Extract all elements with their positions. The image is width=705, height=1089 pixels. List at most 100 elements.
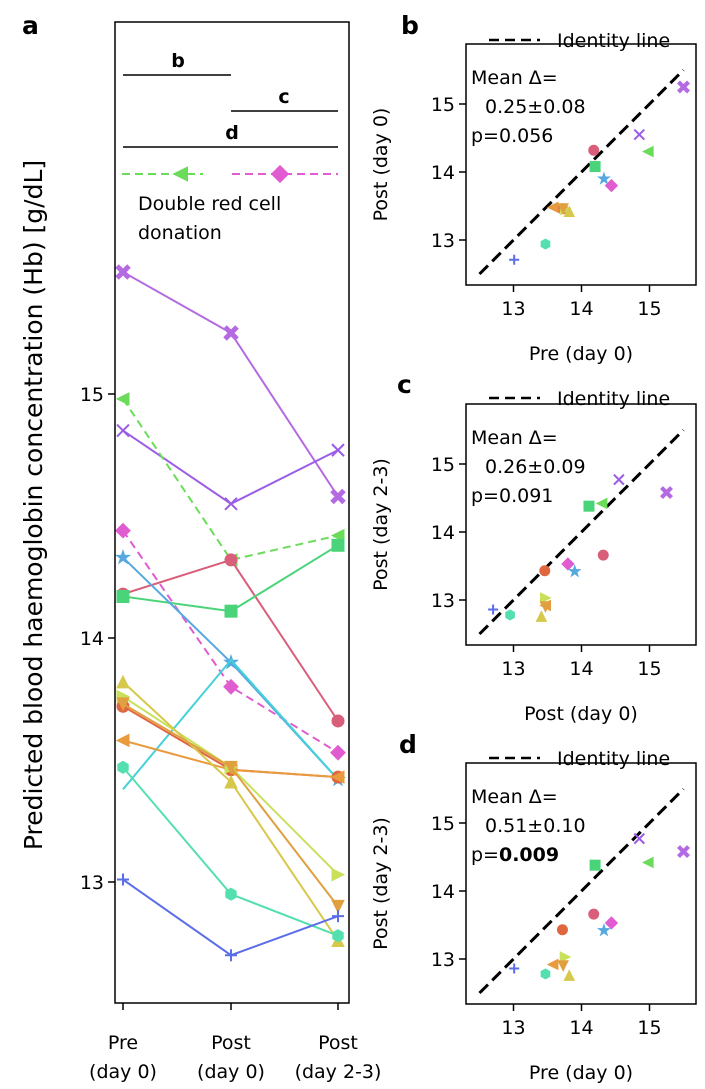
data-point [115,522,131,539]
data-point [589,161,601,173]
data-point [330,528,345,543]
data-point [540,238,551,250]
data-point [224,604,238,618]
y-tick-label: 15 [431,813,455,835]
data-point [488,604,499,615]
data-point [561,557,575,571]
data-point [596,171,611,185]
data-point [546,201,559,214]
data-point [224,774,238,789]
x-tick-label: 14 [569,298,593,320]
y-axis-label: Predicted blood haemoglobin concentratio… [19,160,48,850]
y-tick-label: 14 [80,628,104,650]
identity-line [478,68,685,276]
data-point [115,392,130,406]
y-tick-label: 14 [431,522,455,544]
data-point [633,128,646,141]
data-point [595,497,608,510]
x-tick-label: (day 0) [89,1061,157,1083]
x-tick-label: Post [318,1032,358,1054]
panel-label-c: c [397,370,412,399]
data-point [567,564,582,578]
data-point [557,203,569,215]
x-axis-label: Post (day 0) [524,703,638,725]
data-point [222,653,240,670]
x-tick-label: 15 [637,298,661,320]
data-point [589,859,601,871]
x-tick-label: 13 [501,1017,525,1039]
x-tick-label: (day 2-3) [295,1061,382,1083]
data-point [330,770,345,784]
data-point [540,968,551,980]
data-point [596,923,611,937]
panel-b: b Identity line 13 13 14 14 15 15 Pre (day 0) Pos… [370,11,697,365]
legend-label: donation [138,222,222,244]
y-tick-label: 13 [431,949,455,971]
legend-label: Identity line [557,388,670,410]
data-point [597,549,609,561]
x-tick-label: 13 [501,658,525,680]
data-point [677,80,690,94]
stats-p-value: p=0.056 [471,125,553,147]
data-point [660,486,673,500]
stats-mean-value: 0.26±0.09 [485,456,586,478]
data-point [509,254,520,265]
data-point [224,553,238,567]
data-point [115,733,130,748]
y-tick-label: 14 [431,162,455,184]
data-point [224,760,238,775]
data-point [509,963,520,974]
data-point [223,678,239,695]
legend-label: Double red cell [138,193,281,215]
data-point [677,845,690,859]
panel-label-a: a [22,11,39,40]
data-point [330,744,346,761]
data-point [642,856,654,869]
data-point [225,949,237,962]
legend-marker [172,166,188,182]
data-point [563,205,576,217]
data-point [116,697,130,711]
data-point [116,674,130,689]
series-line [122,558,339,722]
panel-a: a 13 14 15 Pre (day 0) Post (day 0) Post (day 2-3… [19,11,381,1083]
x-tick-label: 14 [569,658,593,680]
data-point [604,916,619,930]
x-axis-label: Pre (day 0) [529,1062,633,1084]
data-point [557,960,569,972]
x-tick-label: Pre [108,1032,138,1054]
x-tick-label: 13 [501,298,525,320]
series-line [122,271,339,498]
axes-frame [114,21,350,1004]
legend-marker [270,164,290,184]
data-point [546,958,559,971]
stats-p-value: p=0.091 [471,485,553,507]
series-line [122,398,339,562]
series-line [122,556,339,781]
stats-mean-label: Mean Δ= [471,67,558,89]
data-point [559,951,572,963]
data-point [633,832,646,845]
data-point [115,264,131,280]
y-tick-label: 13 [431,590,455,612]
y-tick-label: 13 [80,872,104,894]
legend-label: Identity line [557,30,670,52]
data-point [331,867,346,882]
y-tick-label: 15 [431,454,455,476]
data-point [331,714,345,728]
panel-c: c Identity line 13 13 14 14 15 15 Post (day 0) Po… [370,370,697,725]
data-point [642,145,654,158]
data-point [539,592,552,604]
data-point [116,423,130,438]
x-axis-label: Pre (day 0) [529,343,633,365]
series-line [122,429,339,505]
y-axis-label: Post (day 2-3) [370,817,392,950]
data-point [613,473,625,486]
data-point [331,899,345,914]
data-point [116,590,130,604]
x-tick-label: 14 [569,1017,593,1039]
data-point [535,610,548,622]
stats-mean-value: 0.25±0.08 [485,96,586,118]
data-point [583,500,595,512]
x-tick-label: Post [211,1032,251,1054]
